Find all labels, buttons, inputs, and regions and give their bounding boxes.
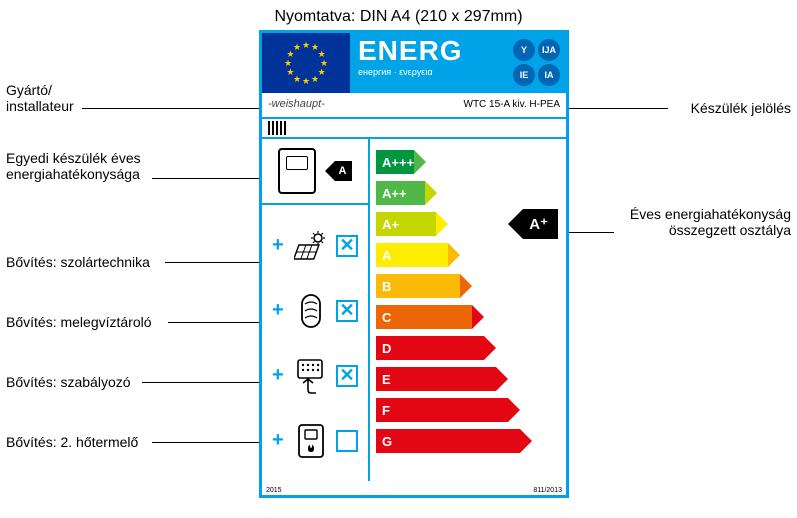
extension-row-tank: +✕ — [266, 283, 364, 339]
scale-row: B — [376, 271, 560, 301]
combined-rating-arrow: A⁺ — [523, 209, 558, 239]
scale-row: D — [376, 333, 560, 363]
scale-row: A — [376, 240, 560, 270]
callout-label: Bővítés: szabályozó — [6, 374, 131, 390]
scale-arrow: A — [376, 243, 448, 267]
extension-checkbox — [336, 430, 358, 452]
energy-wordmark: ENERG енергия · ενεργεια YIJAIEIA — [350, 33, 566, 93]
plus-icon: + — [272, 364, 286, 387]
footer-regulation: 811/2013 — [533, 487, 562, 494]
boiler-icon — [278, 148, 316, 194]
extension-checkbox: ✕ — [336, 235, 358, 257]
product-type-row — [262, 119, 566, 139]
single-rating-label: A — [339, 165, 347, 177]
suffix-badge: IA — [538, 64, 560, 86]
scale-arrow: G — [376, 429, 520, 453]
model-designation: WTC 15-A kiv. H-PEA — [464, 99, 561, 110]
extension-checkbox: ✕ — [336, 365, 358, 387]
plus-icon: + — [272, 234, 286, 257]
label-footer: 2015 811/2013 — [262, 487, 566, 495]
callout-line — [82, 108, 267, 109]
energy-label: ★★★★★★★★★★★★ ENERG енергия · ενεργεια YI… — [259, 30, 569, 498]
solar-icon — [293, 228, 329, 264]
scale-arrow: A+ — [376, 212, 436, 236]
callout-label: Éves energiahatékonyságösszegzett osztál… — [630, 206, 791, 238]
scale-arrow: D — [376, 336, 484, 360]
callout-label: Bővítés: 2. hőtermelő — [6, 434, 138, 450]
callout-label: Egyedi készülék évesenergiahatékonysága — [6, 150, 141, 182]
scale-arrow: A++ — [376, 181, 425, 205]
scale-arrow: C — [376, 305, 472, 329]
scale-row: C — [376, 302, 560, 332]
control-icon — [293, 358, 329, 394]
label-body: A +✕+✕+✕+ A⁺ A+++A++A+ABCDEFG — [262, 139, 566, 481]
scale-arrow: E — [376, 367, 496, 391]
scale-row: A++ — [376, 178, 560, 208]
scale-arrow: A+++ — [376, 150, 414, 174]
efficiency-scale: A⁺ A+++ A++ A+ ABCDEFG — [370, 139, 566, 481]
tank-icon — [293, 293, 329, 329]
scale-arrow: F — [376, 398, 508, 422]
combined-rating-label: A⁺ — [529, 215, 548, 233]
boiler-icon — [293, 423, 329, 459]
manufacturer-name: -weishaupt- — [268, 98, 325, 110]
extension-row-control: +✕ — [266, 348, 364, 404]
radiator-icon — [268, 121, 288, 135]
label-header: ★★★★★★★★★★★★ ENERG енергия · ενεργεια YI… — [262, 33, 566, 93]
suffix-badge: IE — [513, 64, 535, 86]
callout-label: Gyártó/installateur — [6, 82, 74, 114]
suffix-badge: Y — [513, 39, 535, 61]
single-efficiency-box: A — [262, 139, 368, 205]
scale-arrow: B — [376, 274, 460, 298]
scale-row: E — [376, 364, 560, 394]
callout-label: Bővítés: szolártechnika — [6, 254, 150, 270]
manufacturer-row: -weishaupt- WTC 15-A kiv. H-PEA — [262, 93, 566, 119]
scale-row: F — [376, 395, 560, 425]
extensions-box: +✕+✕+✕+ — [262, 205, 368, 481]
scale-row: G — [376, 426, 560, 456]
eu-flag-icon: ★★★★★★★★★★★★ — [262, 33, 350, 93]
left-column: A +✕+✕+✕+ — [262, 139, 370, 481]
plus-icon: + — [272, 299, 286, 322]
extension-row-solar: +✕ — [266, 218, 364, 274]
extension-checkbox: ✕ — [336, 300, 358, 322]
diagram-root: Nyomtatva: DIN A4 (210 x 297mm) Gyártó/i… — [0, 0, 797, 518]
callout-label: Készülék jelölés — [691, 100, 791, 116]
print-format-title: Nyomtatva: DIN A4 (210 x 297mm) — [274, 8, 522, 26]
suffix-badge: IJA — [538, 39, 560, 61]
single-rating-arrow: A — [335, 161, 353, 181]
plus-icon: + — [272, 429, 286, 452]
footer-year: 2015 — [266, 487, 282, 494]
callout-label: Bővítés: melegvíztároló — [6, 314, 152, 330]
extension-row-heater2: + — [266, 413, 364, 469]
scale-row: A+++ — [376, 147, 560, 177]
